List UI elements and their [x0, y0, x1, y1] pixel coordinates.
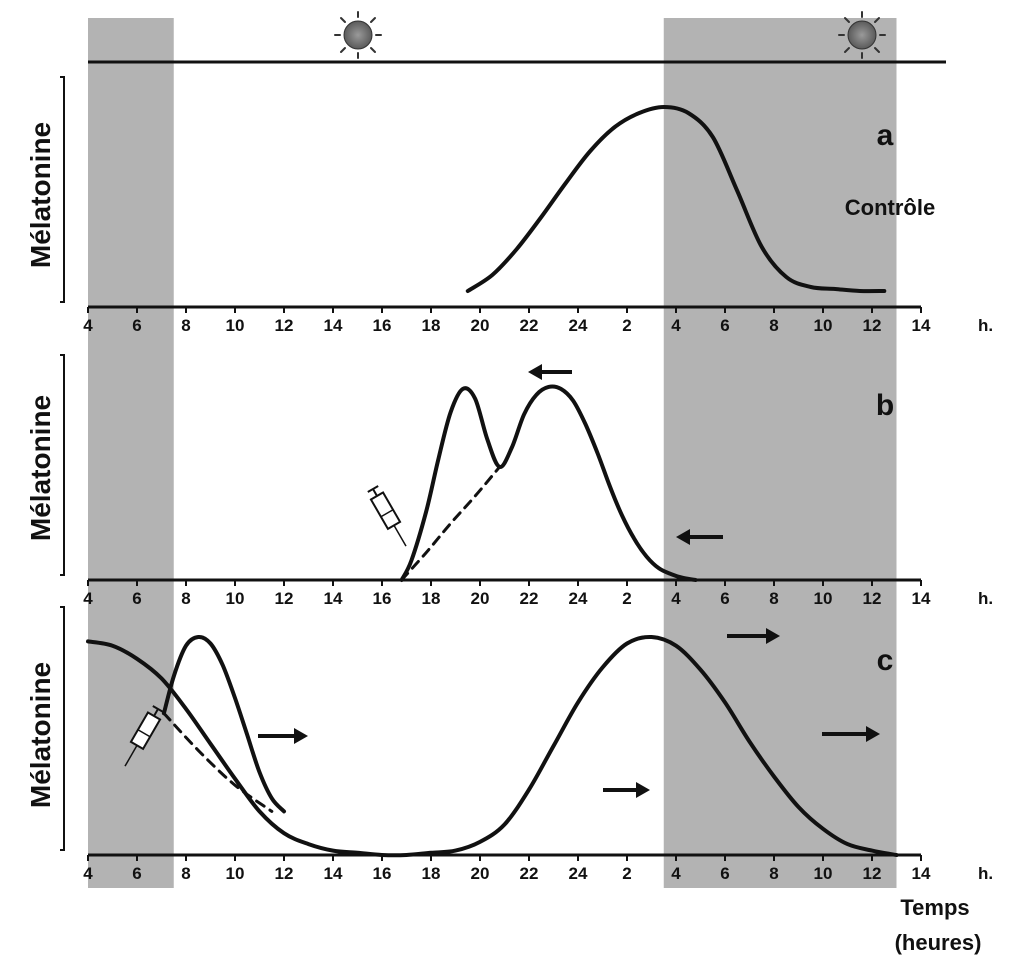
panel-label: c — [877, 644, 894, 677]
y-axis-label: Mélatonine — [25, 122, 56, 268]
x-tick-label: 18 — [422, 864, 441, 883]
x-tick-label: 12 — [275, 864, 294, 883]
x-tick-label: 8 — [181, 589, 190, 608]
x-tick-label: 12 — [863, 589, 882, 608]
panel-label: b — [876, 389, 894, 422]
x-tick-label: 14 — [912, 589, 931, 608]
panel-label: a — [877, 119, 894, 152]
x-tick-label: 6 — [720, 589, 729, 608]
x-tick-label: 24 — [569, 589, 588, 608]
x-tick-label: 20 — [471, 316, 490, 335]
series-line-dashed — [402, 467, 500, 580]
x-tick-label: 16 — [373, 864, 392, 883]
x-tick-label: 24 — [569, 316, 588, 335]
x-axis-title-line1: Temps — [900, 895, 969, 920]
y-axis-line — [60, 607, 64, 850]
arrow-left-icon — [528, 364, 572, 380]
x-tick-label: 18 — [422, 589, 441, 608]
x-tick-label: 2 — [622, 316, 631, 335]
x-tick-label: 12 — [863, 864, 882, 883]
x-tick-label: 4 — [671, 864, 681, 883]
x-tick-label: 14 — [324, 589, 343, 608]
x-tick-label: 6 — [720, 864, 729, 883]
x-tick-label: 8 — [769, 316, 778, 335]
x-tick-label: 4 — [83, 316, 93, 335]
y-axis-label: Mélatonine — [25, 662, 56, 808]
x-tick-label: 22 — [520, 864, 539, 883]
x-tick-label: 10 — [226, 864, 245, 883]
x-axis-unit-label: h. — [978, 589, 993, 608]
x-tick-label: 4 — [83, 864, 93, 883]
x-tick-label: 8 — [769, 589, 778, 608]
arrow-right-icon — [603, 782, 650, 798]
x-tick-label: 6 — [720, 316, 729, 335]
x-tick-label: 22 — [520, 316, 539, 335]
series-line-solid — [164, 637, 284, 811]
x-axis-unit-label: h. — [978, 316, 993, 335]
x-tick-label: 6 — [132, 589, 141, 608]
x-axis-unit-label: h. — [978, 864, 993, 883]
x-tick-label: 12 — [275, 589, 294, 608]
y-axis-line — [60, 355, 64, 575]
x-tick-label: 14 — [912, 316, 931, 335]
x-tick-label: 20 — [471, 864, 490, 883]
x-tick-label: 10 — [226, 316, 245, 335]
y-axis-line — [60, 77, 64, 302]
x-tick-label: 4 — [671, 589, 681, 608]
x-tick-label: 8 — [181, 864, 190, 883]
x-tick-label: 2 — [622, 589, 631, 608]
x-tick-label: 20 — [471, 589, 490, 608]
y-axis-label: Mélatonine — [25, 395, 56, 541]
x-tick-label: 10 — [814, 864, 833, 883]
series-line-solid — [402, 387, 696, 580]
x-tick-label: 12 — [863, 316, 882, 335]
x-tick-label: 16 — [373, 589, 392, 608]
x-tick-label: 22 — [520, 589, 539, 608]
x-tick-label: 24 — [569, 864, 588, 883]
x-tick-label: 18 — [422, 316, 441, 335]
x-tick-label: 16 — [373, 316, 392, 335]
x-tick-label: 14 — [324, 316, 343, 335]
night-band — [664, 18, 897, 888]
panel-annotation: Contrôle — [845, 195, 935, 220]
x-tick-label: 10 — [226, 589, 245, 608]
x-tick-label: 10 — [814, 316, 833, 335]
x-tick-label: 8 — [769, 864, 778, 883]
x-tick-label: 14 — [324, 864, 343, 883]
x-tick-label: 6 — [132, 864, 141, 883]
arrow-right-icon — [258, 728, 308, 744]
x-axis-title-line2: (heures) — [895, 930, 982, 955]
x-tick-label: 8 — [181, 316, 190, 335]
sun-icon — [335, 12, 381, 58]
x-tick-label: 12 — [275, 316, 294, 335]
x-tick-label: 6 — [132, 316, 141, 335]
x-tick-label: 4 — [83, 589, 93, 608]
x-tick-label: 14 — [912, 864, 931, 883]
x-tick-label: 10 — [814, 589, 833, 608]
x-tick-label: 2 — [622, 864, 631, 883]
x-tick-label: 4 — [671, 316, 681, 335]
syringe-icon — [367, 486, 412, 550]
